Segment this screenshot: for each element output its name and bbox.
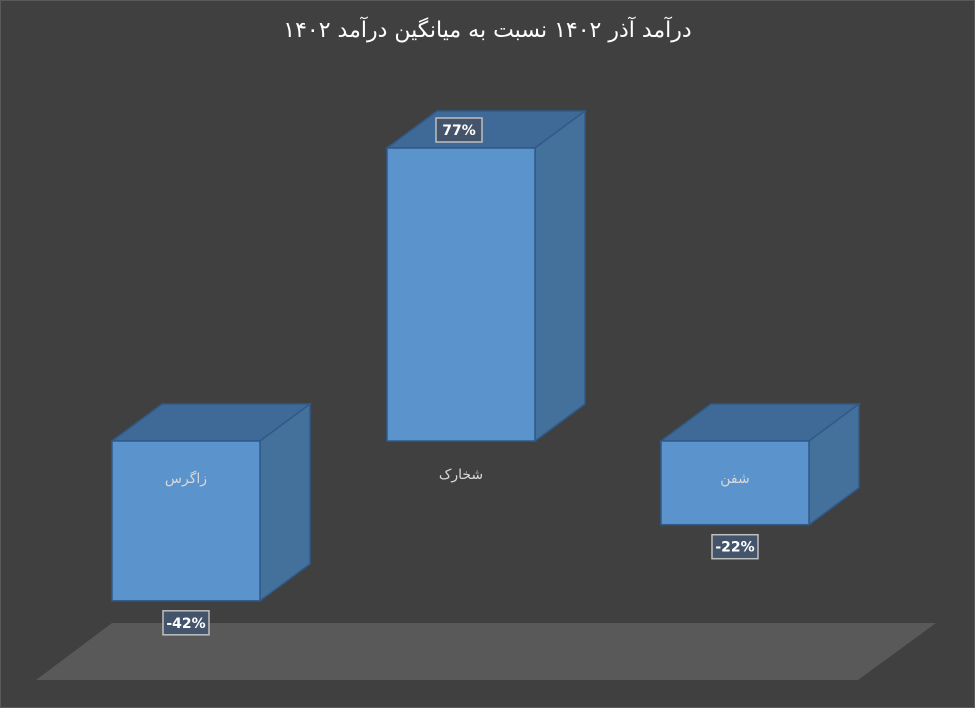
bar-front-1 xyxy=(386,147,536,442)
value-label-1: 77% xyxy=(442,123,476,139)
value-label-box-1 xyxy=(435,117,483,143)
value-label-2: -22% xyxy=(715,540,754,556)
bar-side-1 xyxy=(534,109,586,443)
category-label-0: زاگرس xyxy=(165,470,207,487)
bar-front-0 xyxy=(111,440,261,602)
category-label-1: شخارک xyxy=(439,467,483,483)
bar-front-2 xyxy=(660,440,810,526)
value-label-0: -42% xyxy=(166,616,205,632)
chart-title: درآمد آذر ۱۴۰۲ نسبت به میانگین درآمد ۱۴۰… xyxy=(283,18,692,43)
category-label-2: شفن xyxy=(720,471,749,487)
chart-floor xyxy=(36,623,936,680)
value-label-box-2 xyxy=(711,533,759,560)
value-label-box-0 xyxy=(162,610,210,636)
